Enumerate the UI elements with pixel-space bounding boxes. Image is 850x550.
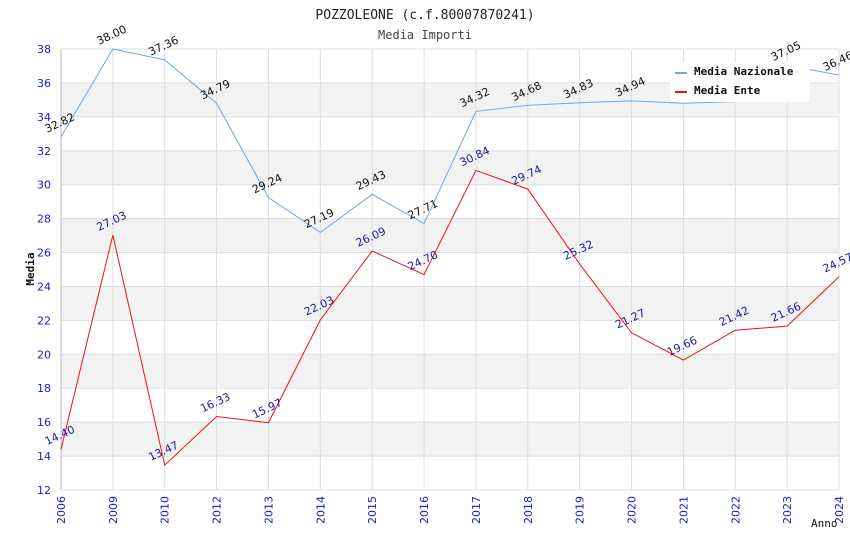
chart-subtitle: Media Importi (378, 28, 472, 42)
grid-lines (60, 48, 840, 491)
x-tick-label: 2012 (211, 496, 224, 524)
data-label-nazionale: 36.46 (821, 49, 850, 74)
y-tick-label: 14 (37, 450, 51, 463)
legend-background (670, 62, 810, 102)
y-tick-label: 38 (37, 43, 51, 56)
legend-label-nazionale: Media Nazionale (694, 65, 794, 78)
x-tick-label: 2009 (107, 496, 120, 524)
x-tick-label: 2020 (626, 496, 639, 524)
data-label-nazionale: 37.05 (769, 39, 803, 64)
y-tick-label: 26 (37, 247, 51, 260)
series-line-ente (60, 169, 840, 467)
y-axis-label: Media (24, 252, 37, 285)
y-tick-label: 32 (37, 145, 51, 158)
y-tick-label: 20 (37, 348, 51, 361)
data-label-ente: 16.33 (198, 390, 232, 415)
y-tick-label: 18 (37, 382, 51, 395)
grid-band (61, 286, 839, 321)
x-tick-label: 2023 (781, 496, 794, 524)
x-tick-label: 2024 (833, 496, 846, 524)
y-tick-label: 28 (37, 213, 51, 226)
y-tick-label: 36 (37, 77, 51, 90)
legend: Media Nazionale Media Ente (670, 62, 810, 102)
grid-band (61, 422, 839, 457)
y-tick-label: 12 (37, 484, 51, 497)
x-tick-label: 2010 (159, 496, 172, 524)
legend-label-ente: Media Ente (694, 84, 761, 97)
x-tick-label: 2006 (55, 496, 68, 524)
x-tick-label: 2014 (314, 496, 327, 524)
data-label-ente: 24.57 (821, 250, 850, 275)
y-tick-label: 30 (37, 179, 51, 192)
x-tick-label: 2022 (729, 496, 742, 524)
y-tick-label: 24 (37, 280, 51, 293)
x-ticks: 2006 2009 2010 2012 2013 2014 2015 2016 2017 2018… (55, 496, 846, 524)
series-line-nazionale (60, 48, 840, 233)
x-axis-label: Anno (811, 517, 838, 530)
x-tick-label: 2021 (677, 496, 690, 524)
data-label-ente: 15.97 (250, 396, 284, 421)
x-tick-label: 2015 (366, 496, 379, 524)
y-tick-label: 16 (37, 416, 51, 429)
x-tick-label: 2017 (470, 496, 483, 524)
x-tick-label: 2019 (574, 496, 587, 524)
grid-bands (61, 82, 839, 457)
chart-title: POZZOLEONE (c.f.80007870241) (315, 8, 534, 23)
data-label-nazionale: 38.00 (95, 23, 129, 48)
x-tick-label: 2016 (418, 496, 431, 524)
y-tick-label: 22 (37, 314, 51, 327)
y-ticks: 12 14 16 18 20 22 24 26 28 30 32 34 36 38 (37, 43, 51, 497)
x-tick-label: 2018 (522, 496, 535, 524)
series-lines (60, 48, 840, 467)
grid-band (61, 354, 839, 389)
grid-band (61, 218, 839, 253)
y-tick-label: 34 (37, 111, 51, 124)
x-tick-label: 2013 (262, 496, 275, 524)
data-label-nazionale: 37.36 (147, 33, 181, 58)
